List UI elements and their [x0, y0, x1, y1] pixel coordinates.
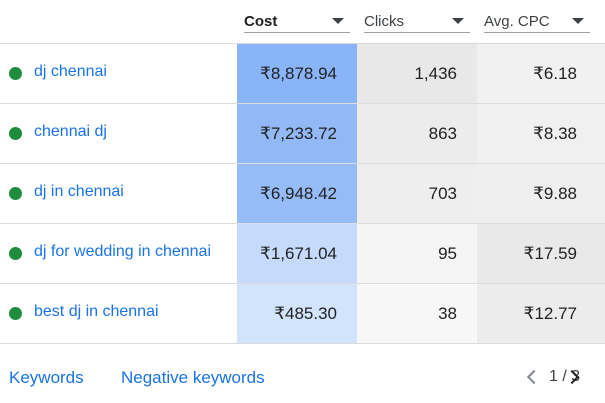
chevron-left-icon[interactable] — [526, 369, 542, 385]
column-header-avg-cpc[interactable]: Avg. CPC — [484, 10, 590, 33]
avg-cpc-cell: ₹8.38 — [477, 104, 605, 163]
sort-caret-icon[interactable] — [332, 18, 344, 24]
sort-caret-icon[interactable] — [452, 18, 464, 24]
avg-cpc-cell: ₹12.77 — [477, 284, 605, 343]
keyword-link[interactable]: chennai dj — [34, 123, 107, 140]
avg-cpc-cell: ₹17.59 — [477, 224, 605, 283]
table-row: chennai dj ₹7,233.72 863 ₹8.38 — [0, 104, 605, 164]
cost-cell: ₹8,878.94 — [237, 44, 357, 103]
clicks-cell: 863 — [357, 104, 477, 163]
keyword-link[interactable]: dj chennai — [34, 63, 107, 80]
clicks-cell: 1,436 — [357, 44, 477, 103]
table-header: Cost Clicks Avg. CPC — [0, 0, 605, 44]
status-dot-icon — [9, 307, 22, 320]
table-row: dj chennai ₹8,878.94 1,436 ₹6.18 — [0, 44, 605, 104]
sort-caret-icon[interactable] — [572, 18, 584, 24]
keyword-link[interactable]: dj in chennai — [34, 183, 124, 200]
table-row: dj in chennai ₹6,948.42 703 ₹9.88 — [0, 164, 605, 224]
status-dot-icon — [9, 187, 22, 200]
cost-cell: ₹1,671.04 — [237, 224, 357, 283]
pagination: 1 / 3 — [526, 366, 581, 390]
cost-cell: ₹485.30 — [237, 284, 357, 343]
column-header-label: Clicks — [364, 13, 404, 30]
status-dot-icon — [9, 247, 22, 260]
keyword-link[interactable]: dj for wedding in chennai — [34, 243, 212, 260]
table-row: best dj in chennai ₹485.30 38 ₹12.77 — [0, 284, 605, 344]
column-header-label: Cost — [244, 13, 278, 30]
clicks-cell: 38 — [357, 284, 477, 343]
clicks-cell: 703 — [357, 164, 477, 223]
table-row: dj for wedding in chennai ₹1,671.04 95 ₹17.… — [0, 224, 605, 284]
keywords-link[interactable]: Keywords — [9, 368, 84, 387]
avg-cpc-cell: ₹6.18 — [477, 44, 605, 103]
clicks-cell: 95 — [357, 224, 477, 283]
page-indicator: 1 / 3 — [549, 368, 581, 385]
status-dot-icon — [9, 67, 22, 80]
cost-cell: ₹6,948.42 — [237, 164, 357, 223]
table-footer: Keywords Negative keywords 1 / 3 — [0, 344, 605, 403]
column-header-cost[interactable]: Cost — [244, 10, 350, 33]
column-header-label: Avg. CPC — [484, 13, 550, 30]
keyword-link[interactable]: best dj in chennai — [34, 303, 159, 320]
cost-cell: ₹7,233.72 — [237, 104, 357, 163]
column-header-clicks[interactable]: Clicks — [364, 10, 470, 33]
status-dot-icon — [9, 127, 22, 140]
avg-cpc-cell: ₹9.88 — [477, 164, 605, 223]
negative-keywords-link[interactable]: Negative keywords — [121, 368, 265, 387]
